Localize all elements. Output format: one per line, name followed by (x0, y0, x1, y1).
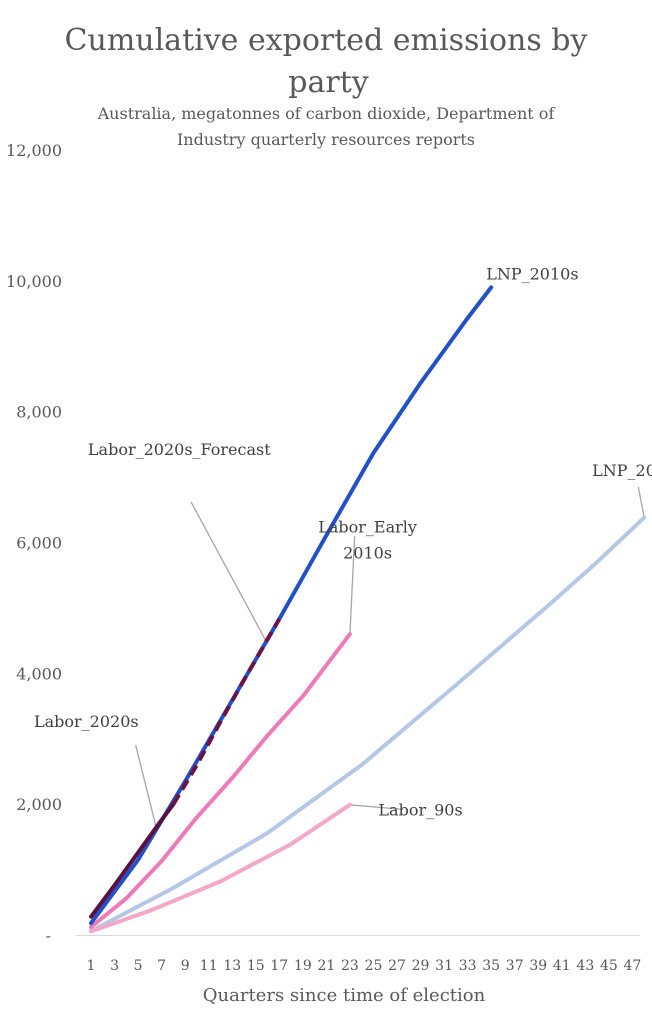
annotation-leader-line (349, 804, 403, 811)
y-tick-label: 8,000 (16, 403, 62, 422)
series-label: Labor_2020s (34, 712, 139, 731)
x-tick-label: 1 (87, 958, 96, 974)
annotation-leaders (135, 486, 645, 831)
x-tick-label: 35 (482, 958, 500, 974)
x-tick-label: 47 (624, 958, 642, 974)
x-tick-label: 31 (435, 958, 453, 974)
x-tick-label: 19 (294, 958, 312, 974)
chart-title: Cumulative exported emissions by party (0, 20, 652, 104)
x-tick-label: 43 (576, 958, 594, 974)
x-tick-label: 27 (388, 958, 406, 974)
series-label: Labor_Early (318, 518, 417, 537)
y-tick-label: 6,000 (16, 534, 62, 553)
series-line-lnp-2000s (89, 515, 647, 934)
x-tick-label: 39 (529, 958, 547, 974)
chart-title-line-1: Cumulative exported emissions by (64, 23, 588, 58)
x-tick-label: 25 (365, 958, 383, 974)
chart-subtitle: Australia, megatonnes of carbon dioxide,… (60, 101, 592, 153)
series-labels: LNP_2010s LNP_2000s Labor_Early 2010s Labor_… (34, 265, 652, 820)
x-tick-label: 7 (157, 958, 166, 974)
x-tick-label: 37 (506, 958, 524, 974)
x-tick-label: 5 (134, 958, 143, 974)
x-tick-label: 9 (181, 958, 190, 974)
series-lines (89, 285, 647, 934)
x-tick-label: 17 (270, 958, 288, 974)
annotation-leader-line (190, 501, 269, 645)
x-tick-label: 21 (317, 958, 335, 974)
series-label: Labor_2020s_Forecast (88, 440, 271, 459)
series-line-labor-90s (89, 802, 352, 934)
annotation-leader-line (637, 486, 645, 518)
x-axis: 1 3 5 7 9 11 13 15 17 19 21 23 25 27 29 31 33 35 37 39 41 43 4… (87, 958, 642, 974)
y-tick-label: 2,000 (16, 795, 62, 814)
series-line-labor-early-2010s (89, 632, 352, 930)
y-tick-label: 4,000 (16, 664, 62, 683)
x-tick-label: 29 (412, 958, 430, 974)
annotation-leader-line (135, 745, 158, 831)
annotation-leader-line (349, 535, 356, 635)
x-tick-label: 3 (110, 958, 119, 974)
chart-subtitle-line-2: Industry quarterly resources reports (176, 130, 476, 149)
chart-subtitle-line-1: Australia, megatonnes of carbon dioxide,… (97, 104, 555, 123)
y-tick-label: 10,000 (6, 272, 62, 291)
series-line-labor-2020s (89, 802, 176, 919)
chart-title-line-2: party (288, 65, 369, 100)
x-axis-title: Quarters since time of election (202, 985, 486, 1006)
y-tick-label: - (46, 926, 51, 945)
y-tick-label: 12,000 (6, 141, 62, 160)
x-tick-label: 33 (459, 958, 477, 974)
series-line-lnp-2010s (89, 285, 494, 926)
y-axis: - 2,000 4,000 6,000 8,000 10,000 12,000 (6, 141, 62, 945)
series-label: LNP_2010s (486, 265, 578, 284)
x-tick-label: 11 (200, 958, 218, 974)
series-label: LNP_2000s (592, 461, 652, 480)
x-tick-label: 41 (553, 958, 571, 974)
x-tick-label: 45 (600, 958, 618, 974)
series-label: Labor_90s (378, 800, 462, 819)
series-line-labor-2020s-forecast (171, 617, 282, 806)
x-tick-label: 23 (341, 958, 359, 974)
series-label-line-2: 2010s (343, 544, 392, 563)
x-tick-label: 15 (247, 958, 265, 974)
x-tick-label: 13 (223, 958, 241, 974)
